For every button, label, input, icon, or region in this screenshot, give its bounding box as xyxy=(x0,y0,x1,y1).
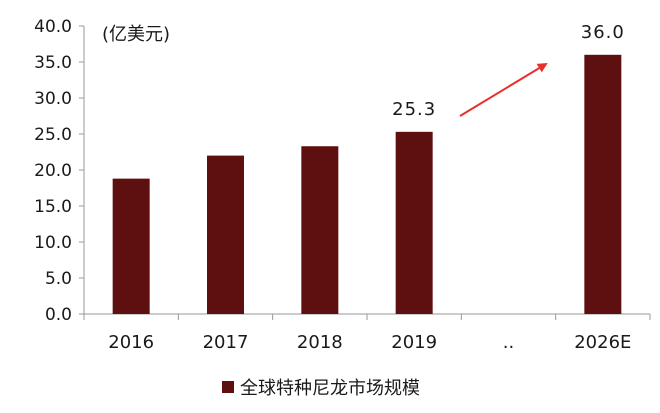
trend-arrow xyxy=(459,62,548,117)
y-tick-label: 15.0 xyxy=(34,197,72,217)
x-axis: 2016 2017 2018 2019.. 2026E xyxy=(83,313,651,353)
x-tick-label: .. xyxy=(503,332,514,353)
x-tick-label: 2016 xyxy=(108,332,154,353)
y-tick-label: 40.0 xyxy=(34,17,72,37)
y-axis: 0.0 5.0 10.0 15.0 20.0 25.0 30.0 35.0 40.0 xyxy=(34,17,85,325)
x-tick-label: 2019 xyxy=(391,332,437,353)
bar-2019 xyxy=(395,131,433,314)
bars: 25.3 36.0 xyxy=(112,22,625,315)
x-tick-label: 2017 xyxy=(203,332,249,353)
bar-2016 xyxy=(112,178,150,314)
unit-label: (亿美元) xyxy=(102,24,170,45)
legend-label: 全球特种尼龙市场规模 xyxy=(240,378,420,399)
y-tick-label: 20.0 xyxy=(34,161,72,181)
legend: 全球特种尼龙市场规模 xyxy=(222,378,420,399)
y-tick-label: 25.0 xyxy=(34,125,72,145)
x-tick-label: 2018 xyxy=(297,332,343,353)
data-label-2019: 25.3 xyxy=(392,99,436,120)
x-tick-label: 2026E xyxy=(574,332,631,353)
y-tick-label: 0.0 xyxy=(45,305,72,325)
bar-2026E xyxy=(584,54,622,315)
bar-2017 xyxy=(207,155,244,314)
data-label-2026E: 36.0 xyxy=(581,22,625,43)
bar-2018 xyxy=(301,146,339,314)
y-tick-label: 35.0 xyxy=(34,53,72,73)
legend-swatch xyxy=(222,381,234,393)
y-tick-label: 30.0 xyxy=(34,89,72,109)
y-tick-label: 5.0 xyxy=(45,269,72,289)
y-tick-label: 10.0 xyxy=(34,233,72,253)
